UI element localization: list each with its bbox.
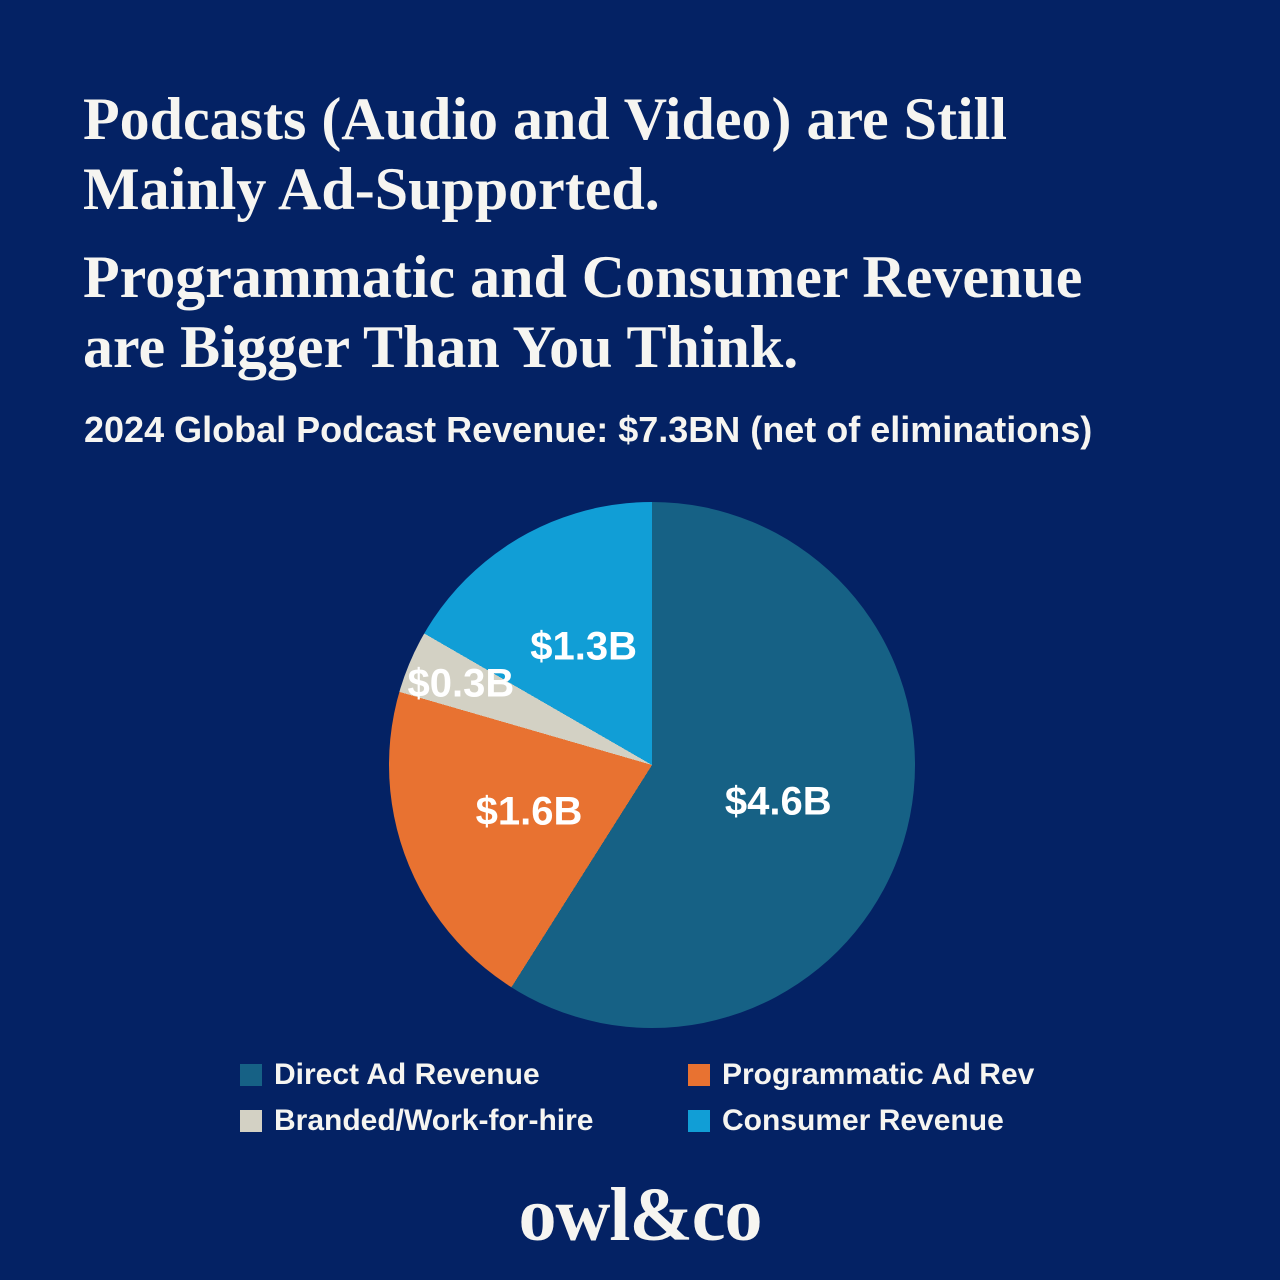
legend-label-branded: Branded/Work-for-hire [274,1104,594,1137]
legend-swatch-programmatic [688,1064,710,1086]
legend-swatch-consumer [688,1110,710,1132]
pie-value-label-branded: $0.3B [407,661,515,706]
secondary-title-line-2: are Bigger Than You Think. [83,314,799,380]
secondary-title-line-1: Programmatic and Consumer Revenue [83,244,1083,310]
main-title: Podcasts (Audio and Video) are Still Mai… [83,84,1007,224]
pie-value-label-programmatic: $1.6B [475,789,583,834]
legend-label-direct-ad: Direct Ad Revenue [274,1058,540,1091]
chart-legend: Direct Ad Revenue Programmatic Ad Rev Br… [240,1057,1034,1139]
legend-label-consumer: Consumer Revenue [722,1104,1004,1137]
legend-item-programmatic: Programmatic Ad Rev [688,1057,1034,1093]
legend-item-direct-ad: Direct Ad Revenue [240,1057,688,1093]
main-title-line-2: Mainly Ad-Supported. [83,156,660,222]
secondary-title: Programmatic and Consumer Revenue are Bi… [83,242,1082,382]
pie-chart [389,502,915,1028]
main-title-line-1: Podcasts (Audio and Video) are Still [83,86,1007,152]
legend-swatch-branded [240,1110,262,1132]
brand-logo: owl&co [518,1173,762,1257]
legend-item-consumer: Consumer Revenue [688,1103,1034,1139]
legend-label-programmatic: Programmatic Ad Rev [722,1058,1035,1091]
legend-item-branded: Branded/Work-for-hire [240,1103,688,1139]
chart-subtitle: 2024 Global Podcast Revenue: $7.3BN (net… [84,409,1093,450]
pie-chart-area: $4.6B $1.6B $0.3B $1.3B [389,502,915,1028]
pie-value-label-consumer: $1.3B [530,624,637,669]
legend-swatch-direct-ad [240,1064,262,1086]
pie-value-label-direct-ad: $4.6B [724,779,832,824]
